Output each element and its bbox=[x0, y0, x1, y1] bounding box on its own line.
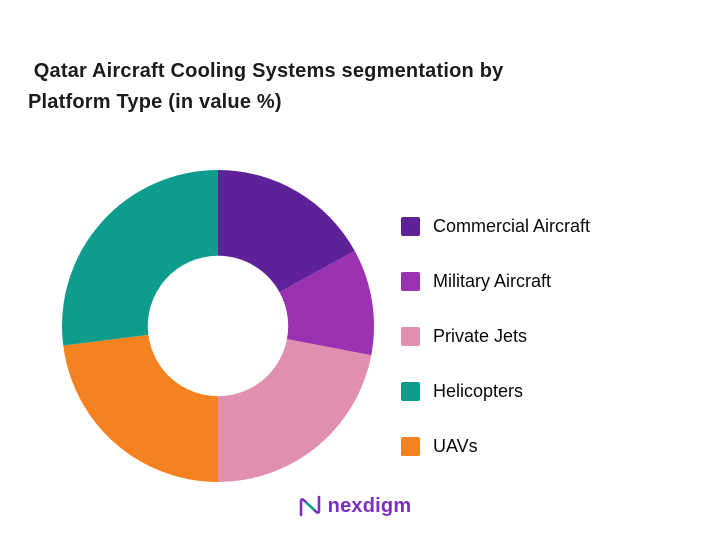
legend-item-commercial-aircraft: Commercial Aircraft bbox=[401, 214, 590, 238]
legend-item-military-aircraft: Military Aircraft bbox=[401, 269, 590, 293]
donut-segment-uavs bbox=[63, 334, 219, 482]
legend-label-military-aircraft: Military Aircraft bbox=[433, 270, 552, 291]
legend-item-uavs: UAVs bbox=[401, 434, 590, 458]
nexdigm-logo: nexdigm bbox=[0, 491, 709, 521]
legend-label-commercial-aircraft: Commercial Aircraft bbox=[433, 215, 591, 236]
nexdigm-logo-text: nexdigm bbox=[327, 494, 412, 517]
donut-segment-helicopters bbox=[61, 170, 218, 346]
legend-label-uavs: UAVs bbox=[433, 435, 478, 456]
legend-swatch-private-jets bbox=[401, 326, 420, 346]
legend-swatch-military-aircraft bbox=[401, 271, 420, 291]
legend: Commercial Aircraft Military Aircraft Priv… bbox=[401, 214, 590, 489]
legend-label-private-jets: Private Jets bbox=[433, 325, 528, 346]
nexdigm-logo-icon bbox=[299, 495, 320, 517]
legend-swatch-commercial-aircraft bbox=[401, 216, 420, 236]
donut-segment-military-aircraft bbox=[279, 250, 374, 356]
donut-chart bbox=[61, 170, 374, 482]
donut-segment-commercial-aircraft bbox=[218, 170, 355, 293]
legend-item-private-jets: Private Jets bbox=[401, 324, 590, 348]
legend-swatch-helicopters bbox=[401, 381, 420, 401]
legend-label-helicopters: Helicopters bbox=[433, 380, 524, 401]
legend-item-helicopters: Helicopters bbox=[401, 379, 590, 403]
donut-segment-private-jets bbox=[218, 339, 372, 482]
chart-title: Qatar Aircraft Cooling Systems segmentat… bbox=[28, 60, 504, 113]
legend-swatch-uavs bbox=[401, 436, 420, 456]
